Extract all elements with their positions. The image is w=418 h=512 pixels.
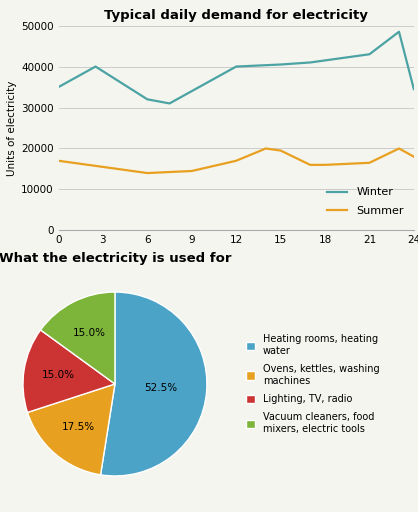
Text: 15.0%: 15.0% [42,370,75,380]
Wedge shape [41,292,115,384]
Title: What the electricity is used for: What the electricity is used for [0,252,231,265]
Title: Typical daily demand for electricity: Typical daily demand for electricity [104,9,368,22]
Wedge shape [23,330,115,413]
Text: 17.5%: 17.5% [61,422,94,432]
Legend: Winter, Summer: Winter, Summer [323,183,408,221]
Y-axis label: Units of electricity: Units of electricity [7,80,17,176]
Text: 15.0%: 15.0% [73,328,106,338]
Legend: Heating rooms, heating
water, Ovens, kettles, washing
machines, Lighting, TV, ra: Heating rooms, heating water, Ovens, ket… [246,334,380,434]
Text: 52.5%: 52.5% [144,382,177,393]
Wedge shape [101,292,207,476]
Wedge shape [28,384,115,475]
